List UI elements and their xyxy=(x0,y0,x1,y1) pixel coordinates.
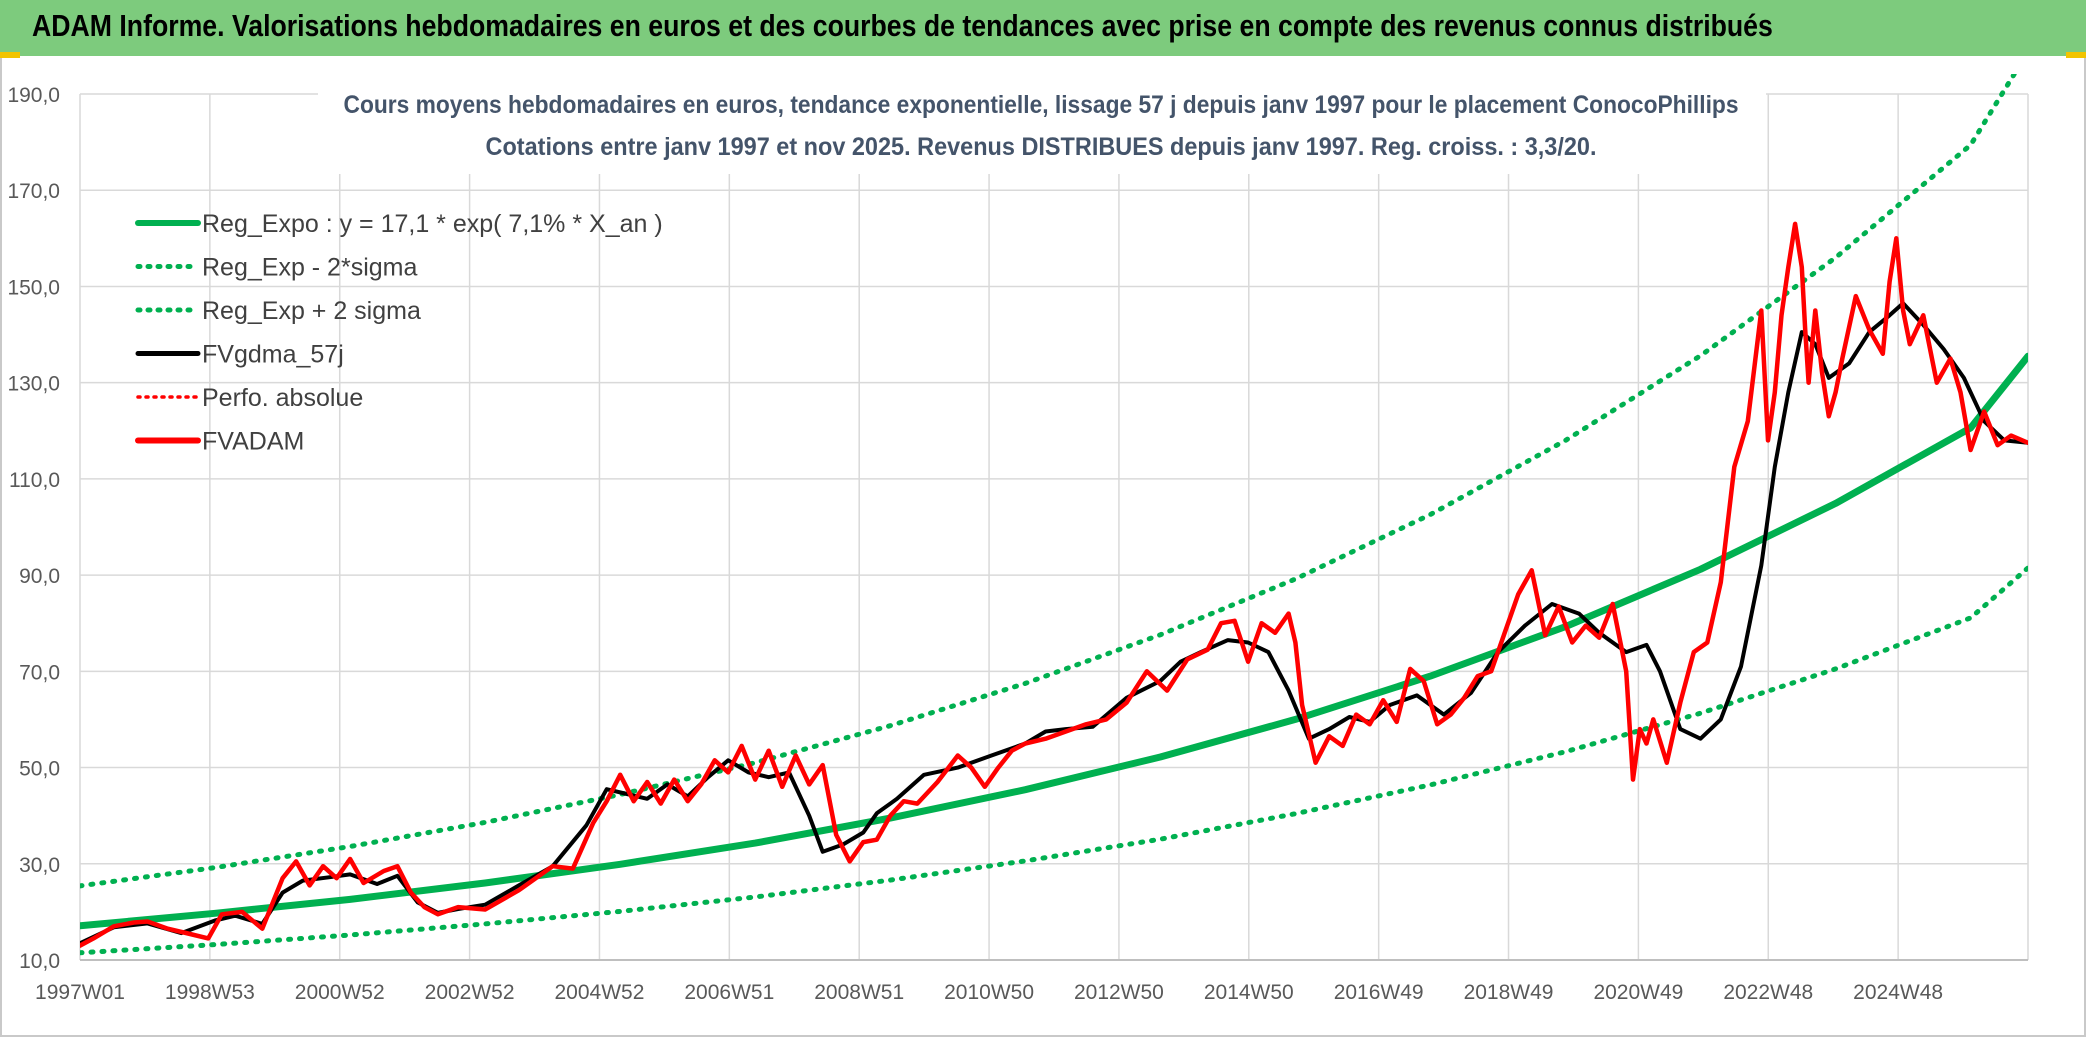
x-tick-label: 2006W51 xyxy=(684,981,774,1004)
chart-title: Cours moyens hebdomadaires en euros, ten… xyxy=(344,91,1739,119)
y-tick-label: 130,0 xyxy=(7,373,60,396)
title-backdrop xyxy=(318,86,1766,174)
y-tick-label: 150,0 xyxy=(7,276,60,299)
banner-corner-right xyxy=(2066,52,2086,58)
gridlines xyxy=(79,93,2029,961)
y-tick-label: 190,0 xyxy=(7,84,60,107)
y-tick-label: 110,0 xyxy=(9,469,60,492)
x-tick-label: 2018W49 xyxy=(1464,981,1554,1004)
x-tick-label: 2000W52 xyxy=(295,981,385,1004)
banner-corner-left xyxy=(0,52,20,58)
y-tick-label: 170,0 xyxy=(7,180,60,203)
series-actual-line xyxy=(80,221,2028,948)
x-tick-label: 1998W53 xyxy=(165,981,255,1004)
report-banner: ADAM Informe. Valorisations hebdomadaire… xyxy=(0,0,2086,56)
y-tick-label: 50,0 xyxy=(19,758,60,781)
series-regression-line xyxy=(80,352,2028,930)
x-tick-label: 2024W48 xyxy=(1853,981,1943,1004)
x-tick-label: 2016W49 xyxy=(1334,981,1424,1004)
y-tick-label: 30,0 xyxy=(19,854,60,877)
y-axis: 10,0 30,0 50,0 70,0 90,0 110,0 130,0 150,0 170,0… xyxy=(7,84,60,973)
legend-label: Reg_Exp + 2 sigma xyxy=(202,297,421,325)
y-tick-label: 10,0 xyxy=(19,950,60,973)
series-upper-line xyxy=(80,74,2018,889)
y-tick-label: 70,0 xyxy=(19,661,60,684)
chart-subtitle: Cotations entre janv 1997 et nov 2025. R… xyxy=(486,133,1597,161)
x-tick-label: 2012W50 xyxy=(1074,981,1164,1004)
x-axis: 1997W01 1998W53 2000W52 2002W52 2004W52 2006W… xyxy=(35,981,1943,1004)
y-tick-label: 90,0 xyxy=(19,565,60,588)
x-tick-label: 2020W49 xyxy=(1593,981,1683,1004)
legend: Reg_Expo : y = 17,1 * exp( 7,1% * X_an )… xyxy=(135,210,663,456)
report-title: ADAM Informe. Valorisations hebdomadaire… xyxy=(32,8,1773,43)
series-smoothed-line xyxy=(80,301,2028,946)
x-tick-label: 1997W01 xyxy=(35,981,125,1004)
x-tick-label: 2008W51 xyxy=(814,981,904,1004)
legend-label: Reg_Exp - 2*sigma xyxy=(202,254,417,282)
legend-label: Reg_Expo : y = 17,1 * exp( 7,1% * X_an ) xyxy=(202,210,663,238)
legend-label: FVgdma_57j xyxy=(202,341,344,369)
legend-label: Perfo. absolue xyxy=(202,384,363,412)
x-tick-label: 2010W50 xyxy=(944,981,1034,1004)
legend-label: FVADAM xyxy=(202,428,304,456)
x-tick-label: 2022W48 xyxy=(1723,981,1813,1004)
x-tick-label: 2002W52 xyxy=(425,981,515,1004)
x-tick-label: 2014W50 xyxy=(1204,981,1294,1004)
series-layer xyxy=(80,74,2028,956)
x-tick-label: 2004W52 xyxy=(555,981,645,1004)
